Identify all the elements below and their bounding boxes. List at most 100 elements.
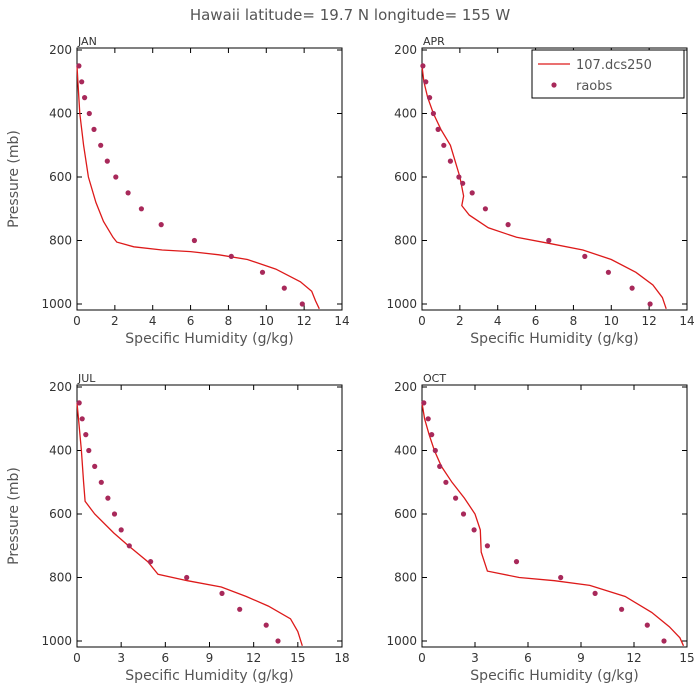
x-tick-label: 15: [290, 651, 305, 665]
x-tick-label: 0: [73, 651, 81, 665]
y-tick-label: 1000: [41, 297, 72, 311]
obs-point: [441, 142, 447, 148]
obs-point: [83, 432, 89, 438]
obs-point: [82, 95, 88, 101]
y-tick-label: 200: [394, 380, 417, 394]
obs-point: [158, 222, 164, 228]
y-tick-label: 1000: [386, 297, 417, 311]
obs-point: [443, 479, 449, 485]
obs-point: [592, 590, 598, 597]
obs-point: [513, 559, 520, 565]
obs-point: [482, 206, 488, 212]
plot-frame: [421, 384, 688, 648]
x-tick-label: 8: [570, 314, 578, 328]
obs-point: [111, 511, 118, 517]
x-tick-label: 6: [187, 314, 195, 328]
y-tick-label: 600: [49, 170, 72, 184]
obs-point: [484, 543, 490, 549]
y-tick-label: 200: [394, 43, 417, 57]
x-tick-label: 10: [604, 314, 619, 328]
obs-point: [86, 447, 92, 454]
obs-point: [92, 463, 98, 469]
x-tick-label: 10: [259, 314, 274, 328]
x-tick-label: 12: [642, 314, 657, 328]
y-axis-title: Pressure (mb): [6, 130, 22, 228]
y-tick-label: 800: [394, 234, 417, 248]
obs-point: [619, 606, 625, 612]
figure-title: Hawaii latitude= 19.7 N longitude= 155 W: [190, 6, 510, 24]
obs-point: [86, 110, 92, 117]
y-tick-label: 600: [394, 507, 417, 521]
obs-point: [661, 638, 667, 644]
x-tick-label: 2: [111, 314, 119, 328]
obs-point: [425, 416, 431, 422]
obs-point: [138, 206, 144, 212]
obs-point: [79, 79, 85, 85]
obs-point: [263, 622, 269, 628]
obs-point: [423, 79, 429, 85]
obs-point: [456, 174, 462, 180]
obs-point: [299, 301, 305, 307]
obs-point: [558, 574, 564, 581]
obs-point: [281, 285, 287, 291]
x-tick-label: 9: [206, 651, 214, 665]
x-tick-label: 12: [626, 651, 641, 665]
legend-dot-swatch: [551, 82, 557, 88]
obs-point: [644, 622, 650, 628]
plot-frame: [421, 47, 688, 311]
plot-frame: [76, 47, 343, 311]
obs-point: [113, 174, 119, 180]
y-tick-label: 400: [49, 107, 72, 121]
x-tick-label: 3: [117, 651, 125, 665]
obs-point: [104, 158, 110, 164]
y-tick-label: 800: [49, 571, 72, 585]
x-axis-title: Specific Humidity (g/kg): [125, 668, 293, 684]
obs-point: [427, 95, 433, 101]
y-tick-label: 1000: [41, 634, 72, 648]
x-axis-title: Specific Humidity (g/kg): [470, 668, 638, 684]
obs-point: [125, 190, 131, 196]
obs-point: [447, 158, 453, 164]
obs-point: [420, 63, 426, 69]
obs-point: [421, 400, 427, 406]
x-tick-label: 12: [297, 314, 312, 328]
obs-point: [228, 253, 234, 259]
x-tick-label: 6: [524, 651, 532, 665]
obs-point: [126, 543, 132, 549]
panel-jul: JUL 0 3 6 9 12 15 18 200 400 600 800 1000 Specific Hu…: [6, 372, 350, 684]
x-tick-label: 4: [494, 314, 502, 328]
panel-label: JAN: [77, 35, 97, 48]
panel-apr: APR 0 2 4 6 8 10 12 14 200 400 600 800 1000 Specific H…: [386, 35, 694, 347]
x-tick-label: 2: [456, 314, 464, 328]
x-tick-label: 15: [679, 651, 694, 665]
obs-point: [275, 638, 281, 644]
y-tick-label: 600: [49, 507, 72, 521]
x-axis-title: Specific Humidity (g/kg): [125, 331, 293, 347]
legend-obs-label: raobs: [576, 79, 613, 94]
obs-point: [460, 511, 467, 517]
obs-point: [505, 222, 511, 228]
obs-point: [460, 180, 466, 186]
obs-point: [76, 400, 82, 406]
x-tick-label: 18: [334, 651, 349, 665]
y-tick-label: 800: [394, 571, 417, 585]
y-tick-label: 400: [49, 444, 72, 458]
legend: 107.dcs250 raobs: [531, 49, 685, 99]
legend-model-label: 107.dcs250: [576, 58, 652, 73]
obs-point: [435, 126, 441, 132]
obs-point: [605, 269, 612, 275]
obs-point: [469, 190, 475, 196]
x-tick-label: 6: [162, 651, 170, 665]
x-tick-label: 0: [418, 314, 426, 328]
x-tick-label: 6: [532, 314, 540, 328]
obs-point: [105, 495, 111, 501]
y-tick-label: 800: [49, 234, 72, 248]
y-axis-title: Pressure (mb): [6, 467, 22, 565]
obs-point: [430, 110, 436, 117]
x-tick-label: 8: [225, 314, 233, 328]
panel-label: OCT: [423, 372, 446, 385]
obs-point: [582, 253, 588, 259]
